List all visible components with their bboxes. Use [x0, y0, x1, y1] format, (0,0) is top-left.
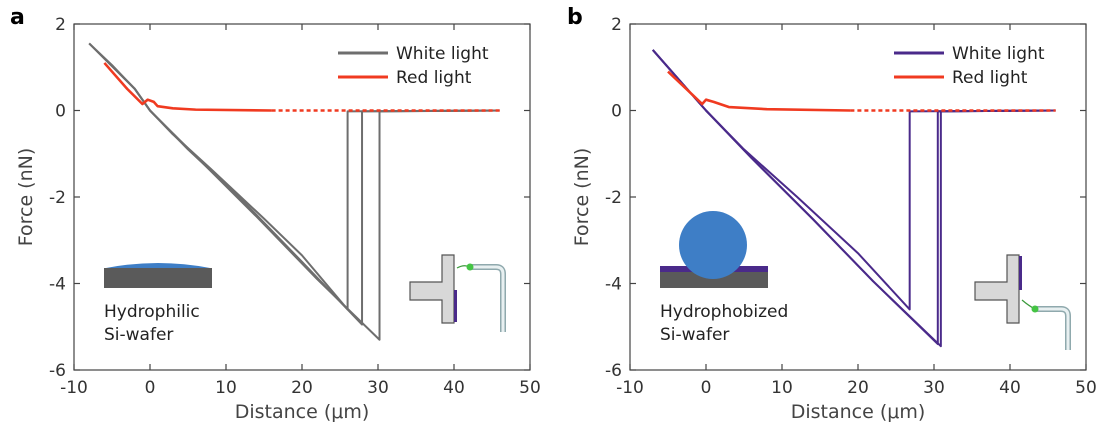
legend: White light Red light: [338, 44, 489, 88]
y-axis-label: Force (nN): [571, 148, 593, 247]
x-tick-label: 0: [145, 378, 156, 398]
red-light-curve-solid: [104, 63, 271, 111]
x-tick-label: 30: [367, 378, 389, 398]
x-tick-label: 0: [701, 378, 712, 398]
substrate-label-line: Si-wafer: [660, 325, 729, 345]
water-film: [106, 263, 210, 268]
substrate-label-line: Si-wafer: [104, 325, 173, 345]
legend-label: Red light: [952, 68, 1028, 88]
substrate-label-line: Hydrophilic: [104, 302, 200, 322]
y-tick-label: 2: [611, 15, 622, 35]
probe-holder: [975, 255, 1019, 323]
legend-label: White light: [396, 44, 489, 64]
x-tick-label: -10: [616, 378, 644, 398]
wafer-block: [104, 268, 212, 288]
x-tick-label: -10: [60, 378, 88, 398]
x-axis-label: Distance (μm): [235, 401, 370, 423]
legend-label: Red light: [396, 68, 472, 88]
probe-tip-strip: [454, 290, 457, 322]
y-tick-label: 2: [55, 15, 66, 35]
x-axis-label: Distance (μm): [791, 401, 926, 423]
red-light-curve-solid: [668, 72, 850, 111]
y-tick-label: 0: [55, 102, 66, 122]
panel-letter: b: [567, 5, 583, 30]
y-axis-label: Force (nN): [15, 148, 37, 247]
y-tick-label: -2: [605, 188, 622, 208]
x-tick-label: 50: [519, 378, 541, 398]
legend-label: White light: [952, 44, 1045, 64]
x-tick-label: 40: [999, 378, 1021, 398]
y-tick-label: -2: [49, 188, 66, 208]
cantilever-probe: [975, 255, 1068, 350]
glass-capillary-core: [470, 267, 503, 332]
y-tick-label: -4: [605, 275, 622, 295]
y-tick-label: -6: [605, 361, 622, 381]
x-tick-label: 20: [847, 378, 869, 398]
y-tick-label: -4: [49, 275, 66, 295]
legend: White light Red light: [894, 44, 1045, 88]
x-tick-label: 40: [443, 378, 465, 398]
glass-capillary: [1035, 309, 1068, 350]
glass-capillary: [470, 267, 503, 332]
x-tick-label: 10: [771, 378, 793, 398]
x-tick-label: 50: [1075, 378, 1097, 398]
y-tick-label: -6: [49, 361, 66, 381]
green-particle: [1032, 306, 1039, 313]
x-tick-label: 30: [923, 378, 945, 398]
cantilever-probe: [410, 255, 503, 332]
substrate-label-line: Hydrophobized: [660, 302, 788, 322]
x-tick-label: 20: [291, 378, 313, 398]
panel-letter: a: [10, 5, 25, 30]
substrate-label: Hydrophilic Si-wafer: [104, 302, 200, 345]
glass-capillary-core: [1035, 309, 1068, 350]
green-particle: [467, 264, 474, 271]
probe-tip-strip: [1019, 256, 1022, 290]
x-tick-label: 10: [215, 378, 237, 398]
substrate-label: Hydrophobized Si-wafer: [660, 302, 788, 345]
y-tick-label: 0: [611, 102, 622, 122]
substrate-illustration: [104, 263, 212, 288]
substrate-illustration: [660, 211, 768, 288]
probe-holder: [410, 255, 454, 323]
water-droplet: [679, 211, 747, 279]
